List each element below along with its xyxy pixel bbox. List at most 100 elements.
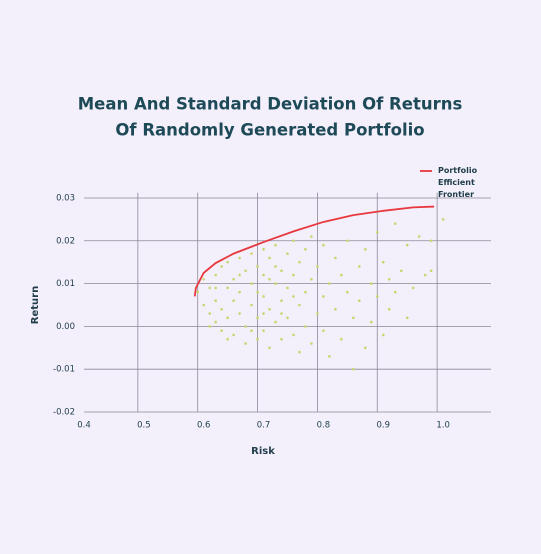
scatter-point <box>208 286 211 290</box>
scatter-point <box>346 239 349 243</box>
scatter-point <box>262 248 265 251</box>
scatter-point <box>298 350 301 354</box>
scatter-point <box>358 299 361 303</box>
scatter-point <box>202 278 206 281</box>
scatter-point <box>381 333 385 337</box>
y-tick-label: 0.00 <box>56 322 75 332</box>
y-tick-label: 0.03 <box>56 193 75 203</box>
scatter-point <box>334 307 337 311</box>
scatter-point <box>214 286 217 290</box>
scatter-point <box>310 342 313 345</box>
scatter-point <box>393 222 397 225</box>
scatter-point <box>352 367 355 371</box>
scatter-point <box>286 252 289 255</box>
scatter-point <box>292 239 295 243</box>
x-tick-label: 0.8 <box>317 421 331 431</box>
scatter-point <box>316 265 319 268</box>
scatter-point <box>256 337 259 341</box>
scatter-point <box>322 295 325 298</box>
scatter-point <box>262 329 265 332</box>
scatter-point <box>274 265 277 268</box>
scatter-point <box>429 239 433 243</box>
y-tick-label: -0.02 <box>53 408 75 418</box>
scatter-point <box>399 269 403 273</box>
x-tick-label: 0.5 <box>137 421 151 431</box>
scatter-point <box>304 290 307 294</box>
scatter-point <box>220 307 223 311</box>
scatter-point <box>292 273 295 277</box>
y-tick-label: -0.01 <box>53 365 75 375</box>
scatter-point <box>280 312 283 315</box>
scatter-point <box>208 312 211 315</box>
scatter-point <box>292 295 295 298</box>
x-tick-label: 0.7 <box>257 421 271 431</box>
scatter-point <box>274 320 277 324</box>
scatter-point <box>268 256 271 260</box>
scatter-point <box>322 243 325 247</box>
scatter-point <box>244 325 247 328</box>
frontier-line <box>193 205 435 297</box>
scatter-point <box>274 243 277 247</box>
scatter-point <box>250 303 253 307</box>
scatter-point <box>369 320 373 324</box>
scatter-point <box>280 299 283 303</box>
scatter-point <box>250 282 253 285</box>
scatter-point <box>208 325 211 328</box>
scatter-point <box>310 278 313 281</box>
x-tick-label: 0.6 <box>197 421 211 431</box>
scatter-point <box>369 282 373 285</box>
scatter-point <box>334 256 337 260</box>
chart-title: Of Randomly Generated Portfolio <box>115 121 424 140</box>
scatter-point <box>405 243 409 247</box>
scatter-point <box>316 312 319 315</box>
scatter-point <box>364 248 367 251</box>
scatter-point <box>411 286 415 290</box>
scatter-point <box>286 286 289 290</box>
legend-label: Portfolio Efficient Frontier <box>438 166 478 199</box>
scatter-point <box>262 312 265 315</box>
scatter-point <box>238 312 241 315</box>
scatter-point <box>250 252 253 255</box>
scatter-point <box>286 316 289 320</box>
scatter-point <box>238 290 241 294</box>
scatter-point <box>292 333 295 337</box>
scatter-point <box>304 325 307 328</box>
y-tick-label: 0.01 <box>56 279 75 289</box>
scatter-point <box>298 303 301 307</box>
scatter-point <box>220 329 223 332</box>
scatter-point <box>387 307 391 311</box>
scatter-point <box>232 333 235 337</box>
scatter-point <box>238 273 241 277</box>
y-tick-label: 0.02 <box>56 236 75 246</box>
scatter-point <box>244 342 247 345</box>
scatter-point <box>405 316 409 320</box>
scatter-point <box>256 316 259 320</box>
scatter-point <box>250 329 253 332</box>
scatter-point <box>310 235 313 238</box>
scatter-point <box>226 337 229 341</box>
scatter-point <box>328 282 331 285</box>
scatter-point <box>423 273 427 277</box>
y-axis-label: Return <box>30 286 41 324</box>
scatter-point <box>220 265 223 268</box>
scatter-point <box>322 329 325 332</box>
scatter-point <box>238 256 241 260</box>
scatter-point <box>393 290 397 294</box>
scatter-point <box>202 303 206 307</box>
scatter-point <box>268 278 271 281</box>
scatter-point <box>441 218 445 221</box>
scatter-point <box>226 316 229 320</box>
scatter-point <box>352 316 355 320</box>
x-axis-label: Risk <box>251 446 275 457</box>
scatter-point <box>298 260 301 264</box>
scatter-point <box>280 337 283 341</box>
scatter-point <box>346 290 349 294</box>
scatter-point <box>256 290 259 294</box>
scatter-point <box>262 273 265 277</box>
scatter-point <box>232 299 235 303</box>
scatter-point <box>328 355 331 358</box>
scatter-point <box>280 269 283 273</box>
scatter-point <box>232 278 235 281</box>
